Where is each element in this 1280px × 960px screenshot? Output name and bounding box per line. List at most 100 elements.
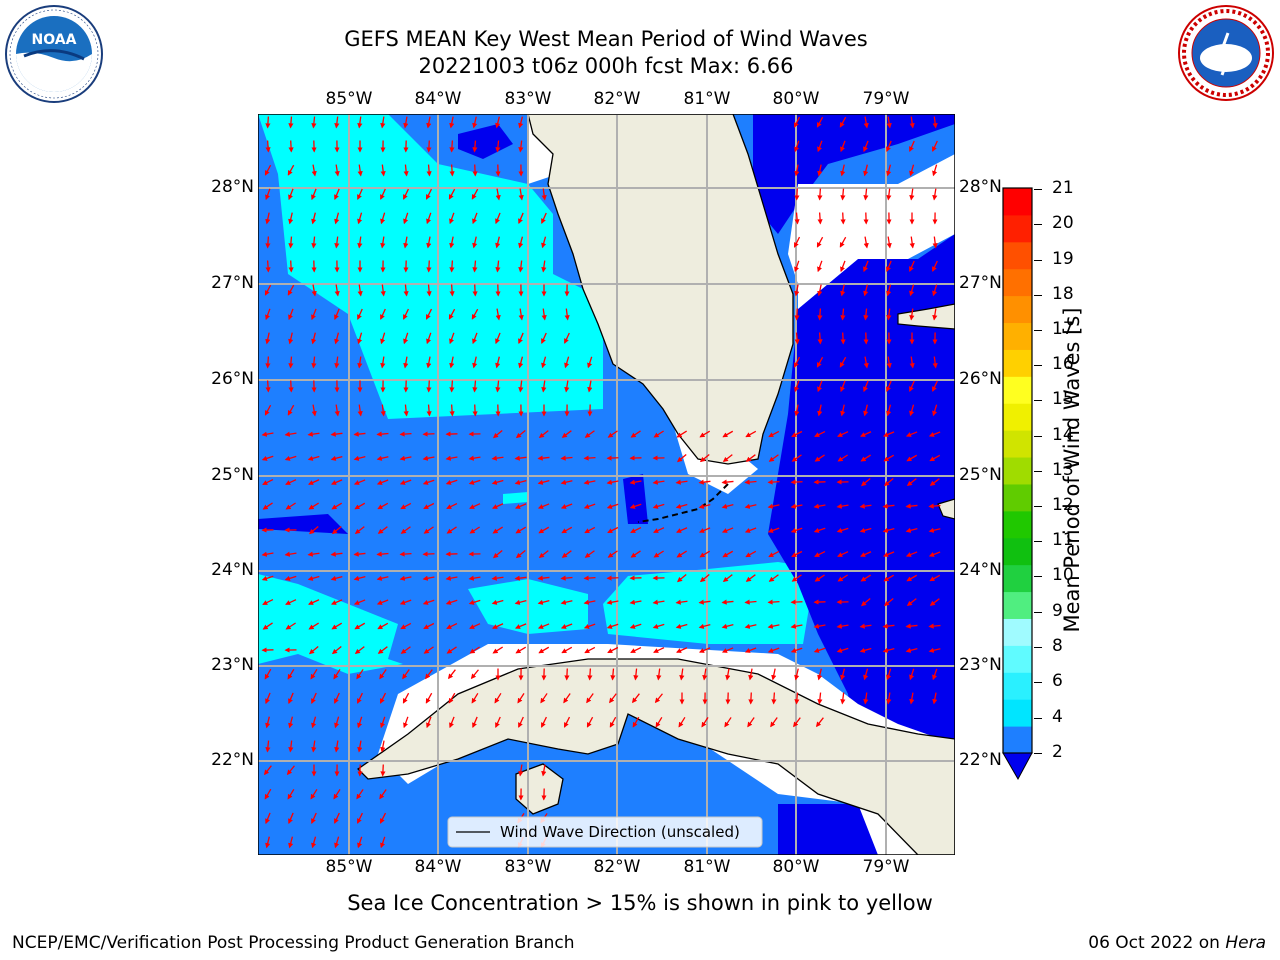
wind-wave-arrow xyxy=(886,692,892,705)
wind-wave-arrow xyxy=(472,284,478,297)
wind-wave-arrow xyxy=(469,526,480,534)
wind-wave-arrow xyxy=(449,332,455,345)
wind-wave-arrow xyxy=(722,454,733,463)
wind-wave-arrow xyxy=(676,430,688,438)
wind-wave-arrow xyxy=(813,623,826,629)
wind-wave-arrow xyxy=(836,527,849,533)
wind-wave-arrow xyxy=(863,116,869,129)
wind-wave-arrow xyxy=(883,574,895,582)
wind-wave-arrow xyxy=(607,526,619,534)
wind-wave-arrow xyxy=(514,503,527,509)
wind-wave-arrow xyxy=(909,284,915,297)
wind-wave-arrow xyxy=(426,380,432,393)
wind-wave-arrow xyxy=(932,380,938,392)
wind-wave-arrow xyxy=(262,479,274,485)
wind-wave-arrow xyxy=(495,332,501,345)
wind-wave-arrow xyxy=(793,116,801,128)
wind-wave-arrow xyxy=(380,836,386,849)
wind-wave-arrow xyxy=(564,332,570,344)
wind-wave-arrow xyxy=(791,574,802,582)
wind-wave-arrow xyxy=(515,430,526,439)
colorbar-tick-mark xyxy=(1034,365,1042,366)
wind-wave-arrow xyxy=(422,455,435,461)
sea-ice-caption: Sea Ice Concentration > 15% is shown in … xyxy=(347,891,933,915)
wind-wave-arrow xyxy=(655,716,663,728)
wind-wave-arrow xyxy=(771,692,777,705)
lon-label-bottom: 83°W xyxy=(504,857,552,877)
wind-wave-arrow xyxy=(284,575,297,581)
wind-wave-arrow xyxy=(518,716,524,728)
colorbar-band xyxy=(1003,457,1032,485)
wind-wave-arrow xyxy=(816,356,824,368)
wind-wave-arrow xyxy=(652,623,665,629)
wind-wave-arrow xyxy=(426,332,432,345)
wind-wave-arrow xyxy=(426,116,432,129)
wind-wave-arrow xyxy=(449,140,455,153)
colorbar-tick-mark xyxy=(1034,330,1042,331)
wind-wave-arrow xyxy=(676,550,688,558)
wind-wave-arrow xyxy=(422,599,435,605)
wind-wave-arrow xyxy=(426,284,432,297)
wind-wave-arrow xyxy=(334,236,340,249)
wind-wave-arrow xyxy=(541,764,547,777)
deep-blue-keys xyxy=(623,474,648,524)
wind-wave-arrow xyxy=(813,527,826,533)
wind-wave-arrow xyxy=(606,599,619,605)
wind-wave-arrow xyxy=(886,188,892,201)
wind-wave-arrow xyxy=(564,380,570,393)
colorbar-tick-label: 17 xyxy=(1052,319,1074,339)
wind-wave-arrow xyxy=(675,623,688,629)
wind-wave-arrow xyxy=(840,692,846,705)
wind-wave-arrow xyxy=(261,455,274,461)
wind-wave-arrow xyxy=(265,356,271,369)
wind-wave-arrow xyxy=(426,260,432,273)
wind-wave-arrow xyxy=(449,212,455,225)
wind-wave-arrow xyxy=(794,164,800,177)
wind-wave-arrow xyxy=(840,188,846,201)
wind-wave-arrow xyxy=(909,668,915,681)
wind-wave-arrow xyxy=(265,380,271,393)
wind-wave-arrow xyxy=(334,164,340,177)
wind-wave-arrow xyxy=(425,692,433,704)
colorbar-band xyxy=(1003,403,1032,431)
wind-wave-arrow xyxy=(606,479,619,485)
map-panel: Wind Wave Direction (unscaled) xyxy=(258,114,955,855)
wind-wave-arrow xyxy=(353,455,366,461)
wind-wave-arrow xyxy=(288,140,294,153)
wind-wave-arrow xyxy=(791,550,803,558)
wind-wave-arrow xyxy=(767,599,780,605)
wind-wave-arrow xyxy=(495,716,501,728)
wind-wave-arrow xyxy=(357,812,363,824)
wind-wave-arrow xyxy=(331,646,342,655)
wind-wave-arrow xyxy=(353,479,366,485)
wind-wave-arrow xyxy=(354,646,365,655)
wind-wave-arrow xyxy=(445,599,458,605)
wind-wave-arrow xyxy=(310,668,318,680)
lat-label-left: 25°N xyxy=(211,465,254,485)
colorbar-tick-mark xyxy=(1034,541,1042,542)
wind-wave-arrow xyxy=(537,575,550,581)
wind-wave-arrow xyxy=(514,599,527,605)
wind-wave-arrow xyxy=(583,503,596,509)
wind-wave-arrow xyxy=(813,647,826,653)
colorbar-band xyxy=(1003,645,1032,673)
wind-wave-arrow xyxy=(446,646,457,654)
wind-wave-arrow xyxy=(472,380,478,393)
wind-wave-arrow xyxy=(652,479,665,485)
wind-wave-arrow xyxy=(790,623,803,629)
colorbar-tick-label: 16 xyxy=(1052,354,1074,374)
wind-wave-arrow xyxy=(334,116,340,129)
wind-wave-arrow xyxy=(518,764,524,777)
wind-wave-arrow xyxy=(288,212,294,225)
wind-wave-arrow xyxy=(817,692,823,705)
wind-wave-arrow xyxy=(311,236,317,249)
chart-title: GEFS MEAN Key West Mean Period of Wind W… xyxy=(344,27,868,51)
wind-wave-arrow xyxy=(886,236,892,249)
wind-wave-arrow xyxy=(817,668,823,681)
colorbar-tick-label: 15 xyxy=(1052,389,1074,409)
wind-wave-arrow xyxy=(472,140,478,153)
wind-wave-arrow xyxy=(288,812,294,825)
wind-wave-arrow xyxy=(859,623,872,629)
wind-wave-arrow xyxy=(721,599,734,605)
lat-label-left: 26°N xyxy=(211,369,254,389)
